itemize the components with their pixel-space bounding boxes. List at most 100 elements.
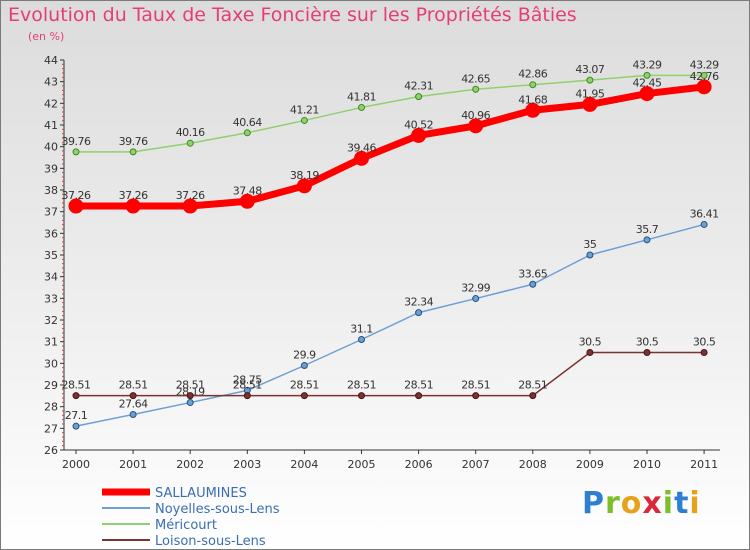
x-tick-label: 2001: [119, 458, 147, 471]
data-label-loison-sous-lens: 28.51: [290, 379, 319, 392]
data-point-noyelles-sous-lens: [472, 295, 480, 303]
logo-letter: P: [582, 486, 605, 521]
proxiti-logo: Proxiti: [582, 486, 701, 521]
legend-label: Loison-sous-Lens: [155, 534, 266, 549]
y-tick-label: 28: [44, 401, 58, 414]
data-label-m-ricourt: 41.81: [347, 90, 376, 103]
series-line-loison-sous-lens: [76, 351, 705, 397]
data-point-sallaumines: [639, 86, 655, 102]
y-tick-label: 33: [44, 292, 58, 305]
data-label-m-ricourt: 43.29: [690, 58, 719, 71]
data-label-sallaumines: 42.76: [690, 70, 719, 83]
data-point-m-ricourt: [243, 129, 251, 137]
data-label-loison-sous-lens: 30.5: [636, 336, 659, 349]
data-point-m-ricourt: [472, 85, 480, 93]
data-point-noyelles-sous-lens: [415, 309, 423, 317]
y-tick-label: 29: [44, 379, 58, 392]
data-label-m-ricourt: 42.31: [404, 80, 433, 93]
data-label-loison-sous-lens: 28.51: [347, 379, 376, 392]
logo-letter: i: [689, 486, 701, 521]
data-point-sallaumines: [525, 102, 541, 118]
x-tick-label: 2010: [633, 458, 661, 471]
data-label-noyelles-sous-lens: 27.64: [119, 397, 148, 410]
data-label-m-ricourt: 43.29: [633, 58, 662, 71]
series-line-m-ricourt: [76, 74, 705, 153]
data-label-loison-sous-lens: 28.51: [404, 379, 433, 392]
y-tick-label: 27: [44, 422, 58, 435]
data-label-sallaumines: 41.95: [575, 87, 604, 100]
data-point-m-ricourt: [700, 71, 708, 79]
data-label-sallaumines: 42.45: [633, 77, 662, 90]
data-point-m-ricourt: [415, 93, 423, 101]
legend-label: Noyelles-sous-Lens: [155, 502, 280, 517]
data-label-sallaumines: 37.48: [233, 184, 262, 197]
logo-letter: i: [662, 486, 675, 521]
y-tick-label: 40: [44, 141, 58, 154]
data-label-m-ricourt: 40.16: [176, 126, 205, 139]
data-label-sallaumines: 37.26: [119, 189, 148, 202]
data-point-m-ricourt: [72, 148, 80, 156]
y-tick-label: 30: [44, 357, 58, 370]
data-label-sallaumines: 37.26: [62, 189, 91, 202]
data-point-noyelles-sous-lens: [529, 280, 537, 288]
x-tick-label: 2011: [690, 458, 718, 471]
data-label-noyelles-sous-lens: 35.7: [636, 223, 659, 236]
data-point-loison-sous-lens: [300, 392, 308, 400]
x-tick-label: 2003: [233, 458, 261, 471]
data-label-noyelles-sous-lens: 33.65: [518, 267, 547, 280]
chart-title: Evolution du Taux de Taxe Foncière sur l…: [8, 4, 577, 26]
data-point-sallaumines: [411, 127, 427, 143]
y-tick-label: 44: [44, 54, 58, 67]
data-point-sallaumines: [696, 79, 712, 95]
data-label-sallaumines: 40.96: [461, 109, 490, 122]
data-label-loison-sous-lens: 28.51: [62, 379, 91, 392]
y-tick-label: 38: [44, 184, 58, 197]
data-point-loison-sous-lens: [586, 349, 594, 356]
data-label-noyelles-sous-lens: 29.9: [293, 349, 316, 362]
data-point-noyelles-sous-lens: [700, 220, 708, 228]
x-tick-label: 2009: [576, 458, 604, 471]
data-point-loison-sous-lens: [472, 392, 480, 400]
data-label-sallaumines: 37.26: [176, 189, 205, 202]
data-point-m-ricourt: [358, 103, 365, 111]
y-tick-label: 35: [44, 249, 58, 262]
data-label-sallaumines: 41.68: [518, 93, 547, 106]
data-label-m-ricourt: 42.86: [518, 68, 547, 81]
data-point-sallaumines: [182, 198, 198, 214]
data-point-m-ricourt: [586, 76, 594, 84]
data-point-sallaumines: [354, 150, 369, 166]
y-tick-label: 43: [44, 76, 58, 89]
data-label-noyelles-sous-lens: 28.75: [233, 373, 262, 386]
data-label-loison-sous-lens: 28.51: [518, 379, 547, 392]
x-tick-label: 2005: [348, 458, 376, 471]
legend-label: SALLAUMINES: [155, 486, 247, 501]
data-point-noyelles-sous-lens: [300, 362, 308, 369]
data-label-m-ricourt: 41.21: [290, 103, 319, 116]
y-tick-label: 36: [44, 227, 58, 240]
x-tick-label: 2006: [405, 458, 433, 471]
data-point-noyelles-sous-lens: [643, 236, 651, 244]
logo-letter: o: [620, 486, 643, 521]
data-point-sallaumines: [468, 118, 484, 134]
data-label-loison-sous-lens: 28.51: [176, 379, 205, 392]
data-label-m-ricourt: 40.64: [233, 116, 262, 129]
data-label-noyelles-sous-lens: 31.1: [350, 323, 373, 336]
data-label-noyelles-sous-lens: 32.34: [404, 296, 433, 309]
data-point-sallaumines: [239, 193, 255, 209]
data-label-noyelles-sous-lens: 32.99: [461, 282, 490, 295]
data-point-noyelles-sous-lens: [72, 422, 80, 430]
data-point-m-ricourt: [129, 148, 137, 156]
data-point-loison-sous-lens: [415, 392, 423, 400]
data-point-sallaumines: [68, 198, 84, 214]
legend-label: Méricourt: [155, 518, 217, 533]
y-tick-label: 39: [44, 162, 58, 175]
data-label-noyelles-sous-lens: 36.41: [690, 207, 719, 220]
data-label-m-ricourt: 39.76: [62, 135, 91, 148]
data-label-noyelles-sous-lens: 35: [583, 238, 596, 251]
data-point-m-ricourt: [529, 81, 537, 89]
data-label-noyelles-sous-lens: 27.1: [65, 409, 88, 422]
logo-letter: t: [674, 486, 690, 521]
y-axis-unit: (en %): [28, 30, 65, 43]
